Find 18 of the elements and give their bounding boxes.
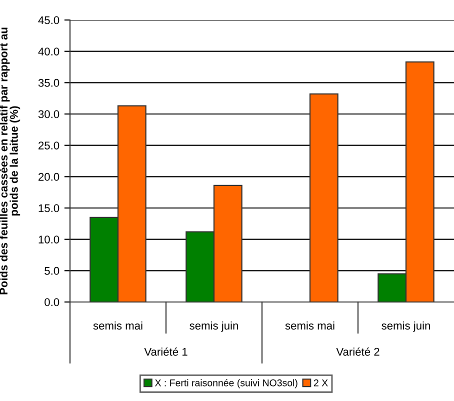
x-tick-label: semis juin: [190, 321, 238, 332]
y-tick-label: 20.0: [38, 172, 60, 181]
x-tick-label: semis juin: [382, 321, 430, 332]
x-tick-label: semis mai: [285, 321, 334, 330]
y-tick-label: 15.0: [38, 204, 60, 212]
y-tick-label: 0.0: [44, 298, 60, 306]
legend-label: X : Ferti raisonnée (suivi NO3sol): [154, 379, 298, 388]
y-tick-label: 40.0: [38, 48, 60, 56]
y-tick-label: 5.0: [44, 266, 60, 275]
y-tick-label: 10.0: [38, 236, 60, 244]
text: Variété 1: [144, 347, 188, 356]
x-tick-label: semis mai: [93, 321, 142, 330]
y-tick-label: 45.0: [38, 16, 60, 24]
text: Variété 2: [336, 347, 380, 356]
y-tick-label: 30.0: [38, 110, 60, 118]
legend-label: 2 X: [314, 379, 328, 386]
y-tick-label: 25.0: [38, 142, 60, 150]
y-tick-label: 35.0: [38, 78, 60, 87]
